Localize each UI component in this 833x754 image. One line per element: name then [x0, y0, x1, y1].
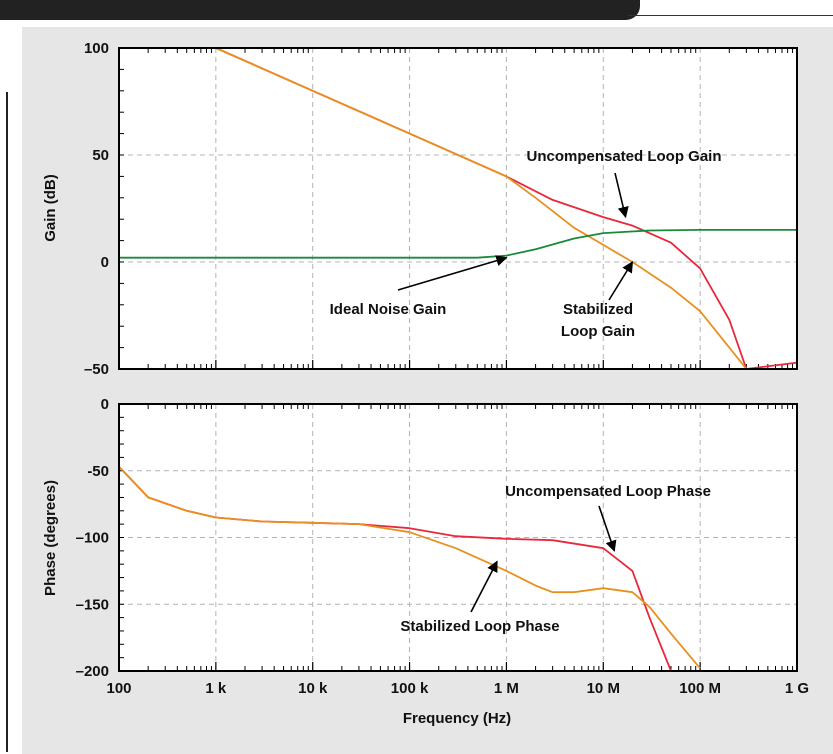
- header-rule: [628, 15, 833, 16]
- phase-y-tick-label: –100: [76, 530, 109, 547]
- x-tick-label: 100: [106, 680, 131, 697]
- x-tick-label: 10 k: [298, 680, 328, 697]
- x-tick-label: 1 k: [205, 680, 227, 697]
- gain-plot: 100 50 0 –50 Uncompensated Loop Gain Ideal No…: [84, 40, 798, 378]
- annotation-arrow: [397, 255, 508, 291]
- phase-y-tick-label: –200: [76, 663, 109, 680]
- phase-plot: 0 -50 –100 –150 –200 Uncompensated Loop Phase…: [76, 396, 809, 697]
- gain-plot-frame: [118, 47, 798, 370]
- annotation-label: Uncompensated Loop Gain: [526, 148, 721, 165]
- sidebar-rule: [6, 92, 8, 752]
- series-stab-phase: [118, 466, 701, 669]
- header-dark-band: [0, 0, 640, 20]
- annotation-arrow: [598, 505, 617, 552]
- gain-axis-label: Gain (dB): [42, 174, 59, 242]
- x-tick-label: 1 G: [785, 680, 809, 697]
- x-tick-label: 100 M: [679, 680, 721, 697]
- annotation-label: Stabilized: [563, 301, 633, 318]
- annotation-arrow: [470, 560, 498, 613]
- phase-axis-label: Phase (degrees): [42, 480, 59, 596]
- annotation-label: Stabilized Loop Phase: [400, 618, 559, 635]
- annotation-arrow: [614, 172, 629, 219]
- annotation-arrow: [608, 261, 634, 301]
- gain-y-tick-label: 0: [101, 254, 109, 271]
- phase-y-tick-label: –150: [76, 596, 109, 613]
- x-tick-label: 100 k: [391, 680, 429, 697]
- phase-plot-frame: [118, 403, 798, 672]
- annotation-label: Ideal Noise Gain: [330, 301, 447, 318]
- series-noise-gain: [119, 228, 797, 259]
- header-bar: [0, 0, 833, 20]
- gain-y-tick-label: 100: [84, 40, 109, 57]
- gain-y-tick-label: –50: [84, 361, 109, 378]
- phase-y-tick-label: -50: [87, 463, 109, 480]
- x-tick-label: 10 M: [587, 680, 620, 697]
- gain-plot-area: [119, 48, 797, 369]
- phase-y-tick-label: 0: [101, 396, 109, 413]
- annotation-label: Loop Gain: [561, 323, 635, 340]
- gain-y-tick-label: 50: [92, 147, 109, 164]
- annotation-label: Uncompensated Loop Phase: [505, 483, 711, 500]
- frequency-axis-label: Frequency (Hz): [403, 710, 511, 727]
- x-tick-label: 1 M: [494, 680, 519, 697]
